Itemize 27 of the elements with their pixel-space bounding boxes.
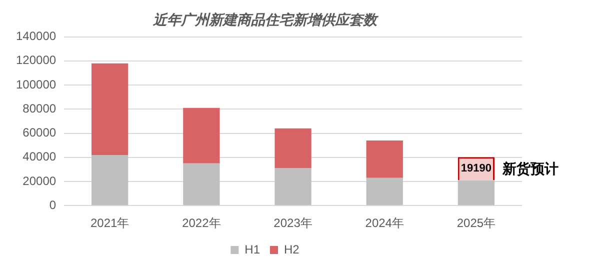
annotation: 新货预计	[502, 160, 559, 176]
x-tick-label: 2022年	[182, 216, 221, 230]
y-tick-label: 20000	[22, 174, 56, 188]
y-tick-label: 60000	[22, 126, 56, 140]
y-tick-label: 40000	[22, 150, 56, 164]
bar	[458, 180, 495, 206]
bar	[183, 108, 220, 164]
bar	[366, 178, 403, 206]
bar	[274, 168, 312, 206]
bar	[92, 63, 128, 155]
bar	[366, 140, 403, 178]
chart-title: 近年广州新建商品住宅新增供应套数	[152, 11, 379, 28]
x-tick-label: 2025年	[456, 216, 496, 230]
y-tick-label: 120000	[16, 53, 56, 68]
data-label: 19190	[460, 162, 492, 175]
bar	[183, 163, 220, 206]
x-tick-label: 2021年	[90, 216, 130, 230]
y-tick-label: 140000	[16, 29, 56, 44]
bar	[274, 128, 312, 168]
x-tick-label: 2023年	[274, 216, 312, 230]
legend-label: H2	[284, 242, 300, 256]
x-tick-label: 2024年	[365, 216, 404, 230]
bar	[92, 154, 128, 206]
y-tick-label: 100000	[16, 77, 56, 92]
y-tick-label: 0	[49, 198, 56, 212]
legend-label: H1	[244, 242, 260, 256]
y-tick-label: 80000	[22, 101, 56, 116]
